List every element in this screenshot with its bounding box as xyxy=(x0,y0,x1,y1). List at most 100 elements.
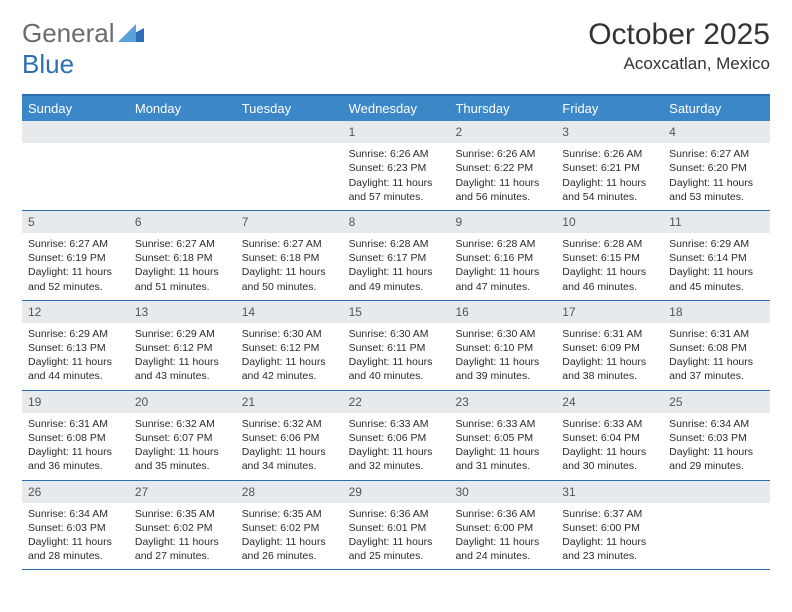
day-info: Sunrise: 6:29 AMSunset: 6:14 PMDaylight:… xyxy=(663,233,770,300)
daylight-line-2: and 37 minutes. xyxy=(669,369,764,383)
day-number: 11 xyxy=(663,211,770,233)
day-number: 2 xyxy=(449,121,556,143)
sunset-line: Sunset: 6:17 PM xyxy=(349,251,444,265)
day-of-week-row: Sunday Monday Tuesday Wednesday Thursday… xyxy=(22,96,770,121)
sunset-line: Sunset: 6:13 PM xyxy=(28,341,123,355)
calendar-cell: . xyxy=(129,121,236,210)
sunset-line: Sunset: 6:02 PM xyxy=(135,521,230,535)
daylight-line-1: Daylight: 11 hours xyxy=(669,445,764,459)
daylight-line-2: and 43 minutes. xyxy=(135,369,230,383)
calendar-cell: 23Sunrise: 6:33 AMSunset: 6:05 PMDayligh… xyxy=(449,391,556,480)
day-info: Sunrise: 6:34 AMSunset: 6:03 PMDaylight:… xyxy=(663,413,770,480)
calendar-cell: . xyxy=(236,121,343,210)
sunset-line: Sunset: 6:20 PM xyxy=(669,161,764,175)
sunrise-line: Sunrise: 6:30 AM xyxy=(242,327,337,341)
day-info xyxy=(129,143,236,153)
day-info: Sunrise: 6:29 AMSunset: 6:13 PMDaylight:… xyxy=(22,323,129,390)
sunset-line: Sunset: 6:06 PM xyxy=(349,431,444,445)
day-number: 24 xyxy=(556,391,663,413)
daylight-line-2: and 35 minutes. xyxy=(135,459,230,473)
daylight-line-2: and 42 minutes. xyxy=(242,369,337,383)
calendar-cell: 21Sunrise: 6:32 AMSunset: 6:06 PMDayligh… xyxy=(236,391,343,480)
daylight-line-1: Daylight: 11 hours xyxy=(28,355,123,369)
sunrise-line: Sunrise: 6:31 AM xyxy=(669,327,764,341)
calendar-week: 26Sunrise: 6:34 AMSunset: 6:03 PMDayligh… xyxy=(22,481,770,571)
day-number: 23 xyxy=(449,391,556,413)
daylight-line-2: and 36 minutes. xyxy=(28,459,123,473)
day-info: Sunrise: 6:27 AMSunset: 6:18 PMDaylight:… xyxy=(129,233,236,300)
day-number: . xyxy=(236,121,343,143)
sunset-line: Sunset: 6:00 PM xyxy=(562,521,657,535)
daylight-line-2: and 56 minutes. xyxy=(455,190,550,204)
logo: General Blue xyxy=(22,18,144,80)
sunrise-line: Sunrise: 6:27 AM xyxy=(669,147,764,161)
daylight-line-1: Daylight: 11 hours xyxy=(562,535,657,549)
sunset-line: Sunset: 6:11 PM xyxy=(349,341,444,355)
day-number: 1 xyxy=(343,121,450,143)
calendar-cell: 19Sunrise: 6:31 AMSunset: 6:08 PMDayligh… xyxy=(22,391,129,480)
sunset-line: Sunset: 6:04 PM xyxy=(562,431,657,445)
sunset-line: Sunset: 6:12 PM xyxy=(135,341,230,355)
daylight-line-2: and 38 minutes. xyxy=(562,369,657,383)
daylight-line-1: Daylight: 11 hours xyxy=(135,355,230,369)
day-number: 29 xyxy=(343,481,450,503)
dow-sunday: Sunday xyxy=(22,96,129,121)
day-info: Sunrise: 6:30 AMSunset: 6:11 PMDaylight:… xyxy=(343,323,450,390)
daylight-line-2: and 54 minutes. xyxy=(562,190,657,204)
sunrise-line: Sunrise: 6:31 AM xyxy=(28,417,123,431)
dow-saturday: Saturday xyxy=(663,96,770,121)
day-number: 18 xyxy=(663,301,770,323)
calendar-cell: 1Sunrise: 6:26 AMSunset: 6:23 PMDaylight… xyxy=(343,121,450,210)
day-info: Sunrise: 6:28 AMSunset: 6:15 PMDaylight:… xyxy=(556,233,663,300)
sunset-line: Sunset: 6:14 PM xyxy=(669,251,764,265)
day-info: Sunrise: 6:28 AMSunset: 6:16 PMDaylight:… xyxy=(449,233,556,300)
calendar-cell: 2Sunrise: 6:26 AMSunset: 6:22 PMDaylight… xyxy=(449,121,556,210)
calendar-week: 19Sunrise: 6:31 AMSunset: 6:08 PMDayligh… xyxy=(22,391,770,481)
day-info: Sunrise: 6:27 AMSunset: 6:18 PMDaylight:… xyxy=(236,233,343,300)
calendar-cell: 18Sunrise: 6:31 AMSunset: 6:08 PMDayligh… xyxy=(663,301,770,390)
location: Acoxcatlan, Mexico xyxy=(588,54,770,74)
calendar-cell: 5Sunrise: 6:27 AMSunset: 6:19 PMDaylight… xyxy=(22,211,129,300)
daylight-line-2: and 26 minutes. xyxy=(242,549,337,563)
sunrise-line: Sunrise: 6:26 AM xyxy=(455,147,550,161)
calendar-cell: 26Sunrise: 6:34 AMSunset: 6:03 PMDayligh… xyxy=(22,481,129,570)
sunrise-line: Sunrise: 6:27 AM xyxy=(28,237,123,251)
sunrise-line: Sunrise: 6:35 AM xyxy=(242,507,337,521)
day-info: Sunrise: 6:27 AMSunset: 6:19 PMDaylight:… xyxy=(22,233,129,300)
calendar-grid: ...1Sunrise: 6:26 AMSunset: 6:23 PMDayli… xyxy=(22,121,770,570)
logo-mark-icon xyxy=(118,18,144,48)
daylight-line-1: Daylight: 11 hours xyxy=(455,265,550,279)
day-info: Sunrise: 6:37 AMSunset: 6:00 PMDaylight:… xyxy=(556,503,663,570)
daylight-line-1: Daylight: 11 hours xyxy=(455,445,550,459)
daylight-line-1: Daylight: 11 hours xyxy=(669,176,764,190)
sunrise-line: Sunrise: 6:26 AM xyxy=(562,147,657,161)
sunrise-line: Sunrise: 6:36 AM xyxy=(349,507,444,521)
day-number: 30 xyxy=(449,481,556,503)
sunrise-line: Sunrise: 6:28 AM xyxy=(562,237,657,251)
day-info: Sunrise: 6:27 AMSunset: 6:20 PMDaylight:… xyxy=(663,143,770,210)
daylight-line-1: Daylight: 11 hours xyxy=(242,445,337,459)
calendar-cell: 16Sunrise: 6:30 AMSunset: 6:10 PMDayligh… xyxy=(449,301,556,390)
daylight-line-2: and 45 minutes. xyxy=(669,280,764,294)
day-number: 7 xyxy=(236,211,343,233)
sunrise-line: Sunrise: 6:33 AM xyxy=(349,417,444,431)
calendar-week: ...1Sunrise: 6:26 AMSunset: 6:23 PMDayli… xyxy=(22,121,770,211)
daylight-line-2: and 46 minutes. xyxy=(562,280,657,294)
daylight-line-1: Daylight: 11 hours xyxy=(669,265,764,279)
sunset-line: Sunset: 6:23 PM xyxy=(349,161,444,175)
daylight-line-2: and 39 minutes. xyxy=(455,369,550,383)
daylight-line-1: Daylight: 11 hours xyxy=(455,176,550,190)
daylight-line-1: Daylight: 11 hours xyxy=(562,445,657,459)
sunrise-line: Sunrise: 6:28 AM xyxy=(455,237,550,251)
sunset-line: Sunset: 6:19 PM xyxy=(28,251,123,265)
calendar-cell: 14Sunrise: 6:30 AMSunset: 6:12 PMDayligh… xyxy=(236,301,343,390)
sunrise-line: Sunrise: 6:30 AM xyxy=(349,327,444,341)
calendar-cell: . xyxy=(663,481,770,570)
day-number: 31 xyxy=(556,481,663,503)
sunset-line: Sunset: 6:02 PM xyxy=(242,521,337,535)
daylight-line-2: and 23 minutes. xyxy=(562,549,657,563)
daylight-line-2: and 32 minutes. xyxy=(349,459,444,473)
sunset-line: Sunset: 6:12 PM xyxy=(242,341,337,355)
day-number: 17 xyxy=(556,301,663,323)
day-info: Sunrise: 6:33 AMSunset: 6:05 PMDaylight:… xyxy=(449,413,556,480)
